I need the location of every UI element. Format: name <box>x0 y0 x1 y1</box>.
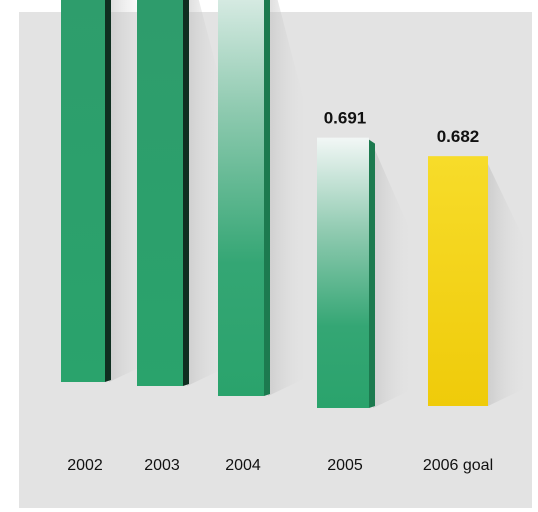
bar-2006-goal <box>428 156 488 406</box>
bar-shadow <box>373 145 411 409</box>
x-tick-label: 2003 <box>144 457 180 474</box>
bar-2005 <box>317 137 369 409</box>
bar-side-face <box>105 0 111 382</box>
x-tick-label: 2004 <box>225 457 261 474</box>
x-tick-label: 2005 <box>327 457 363 474</box>
bar-2003 <box>137 0 183 387</box>
bar-side-face <box>369 139 375 409</box>
bar-shadow <box>268 0 306 396</box>
bar-2002 <box>61 0 105 382</box>
x-tick-label: 2006 goal <box>423 457 493 474</box>
bar-side-face <box>264 0 270 396</box>
bar-2004 <box>218 0 264 397</box>
data-label: 0.691 <box>324 109 367 128</box>
bar-shadow <box>187 0 225 386</box>
bar-shadow <box>488 164 526 406</box>
x-tick-label: 2002 <box>67 457 103 474</box>
data-label: 0.682 <box>437 127 480 146</box>
bar-side-face <box>183 0 189 386</box>
